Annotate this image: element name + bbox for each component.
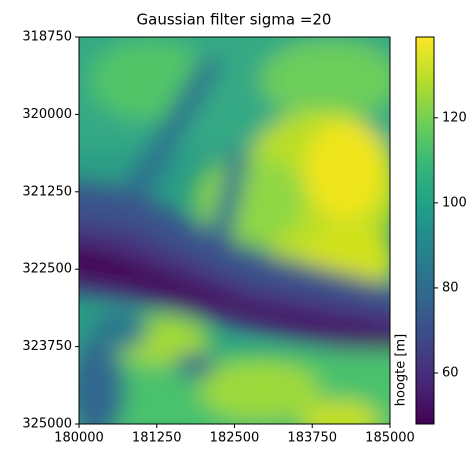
x-tick-label: 185000	[365, 431, 415, 446]
y-tick-label: 323750	[22, 339, 72, 354]
y-tick-label: 325000	[22, 417, 72, 432]
x-tick-label: 182500	[210, 431, 260, 446]
y-tick-label: 321250	[22, 184, 72, 199]
x-tick-label: 180000	[54, 431, 104, 446]
colorbar-tick-label: 60	[442, 365, 459, 380]
y-tick-label: 322500	[22, 262, 72, 277]
x-tick-label: 183750	[287, 431, 337, 446]
y-tick-label: 320000	[22, 107, 72, 122]
colorbar-tick-label: 100	[442, 195, 467, 210]
chart-title: Gaussian filter sigma =20	[137, 11, 332, 29]
colorbar-label: hoogte [m]	[394, 334, 409, 406]
colorbar-tick-label: 120	[442, 110, 467, 125]
heatmap-image	[79, 37, 390, 424]
x-tick-label: 181250	[132, 431, 182, 446]
y-tick-label: 318750	[22, 30, 72, 45]
colorbar-tick-label: 80	[442, 280, 459, 295]
colorbar	[415, 36, 435, 425]
